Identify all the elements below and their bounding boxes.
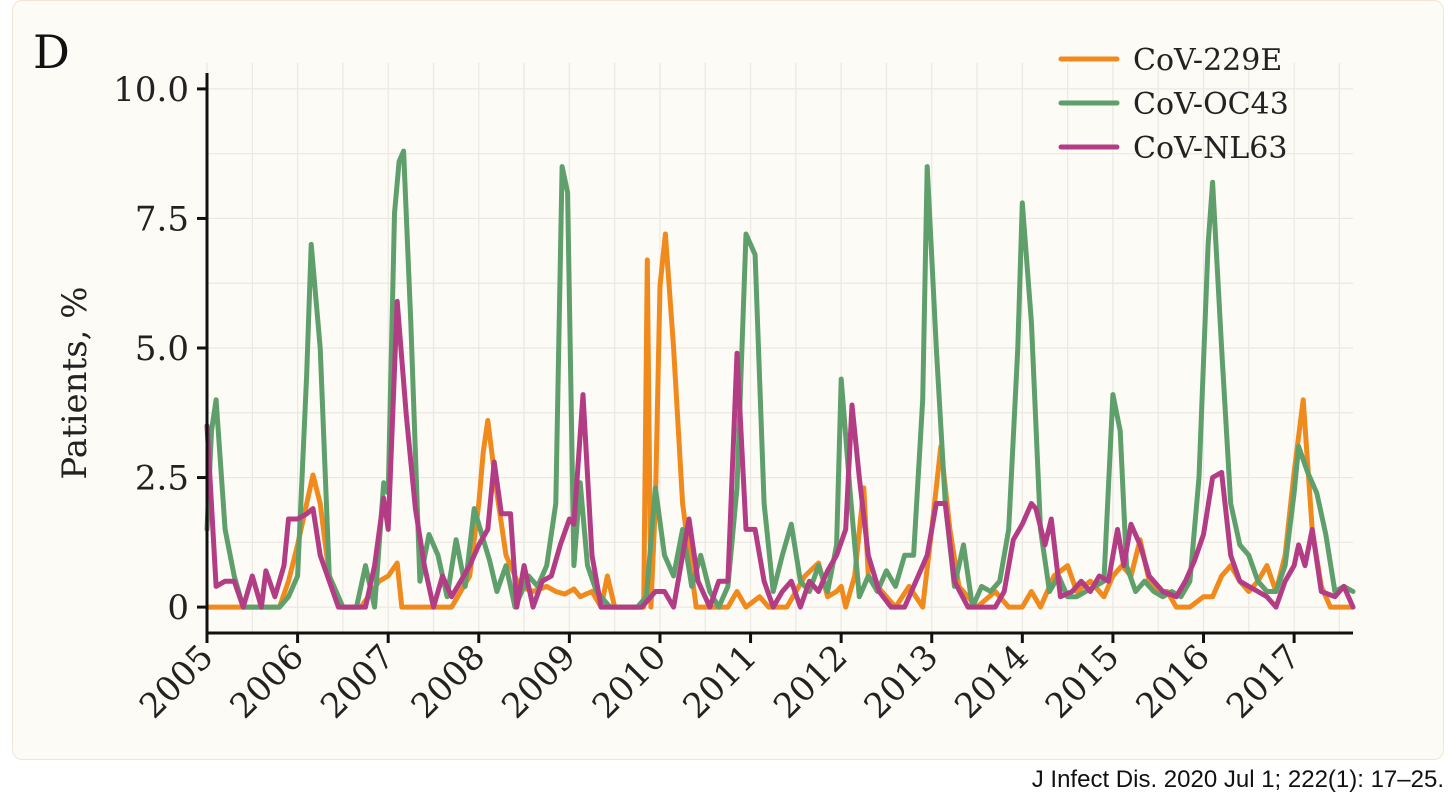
legend: CoV-229E CoV-OC43 CoV-NL63 (1058, 43, 1289, 166)
chart-panel: 0 2.5 5.0 7.5 10.0 2005 2006 2007 2008 2009 2010 20… (12, 0, 1444, 760)
x-tick-label: 2013 (857, 637, 946, 726)
x-tick-label: 2008 (404, 637, 493, 726)
x-tick-label: 2011 (675, 637, 764, 726)
y-axis-label: Patients, % (55, 286, 95, 480)
series-line-cov-nl63 (204, 298, 1356, 610)
x-tick-label: 2015 (1038, 637, 1127, 726)
legend-label: CoV-NL63 (1133, 131, 1287, 166)
x-tick-label: 2009 (494, 637, 583, 726)
x-tick-label: 2012 (766, 637, 855, 726)
y-tick-label: 2.5 (135, 459, 189, 499)
x-tick-label: 2010 (585, 637, 674, 726)
x-tick-label: 2005 (132, 637, 221, 726)
citation: J Infect Dis. 2020 Jul 1; 222(1): 17–25. (1031, 766, 1444, 793)
x-tick-label: 2014 (947, 637, 1036, 726)
legend-label: CoV-229E (1133, 43, 1282, 78)
panel-label: D (33, 25, 70, 79)
x-tick-label: 2006 (222, 637, 311, 726)
x-tick-label: 2017 (1219, 637, 1308, 726)
legend-label: CoV-OC43 (1133, 87, 1289, 122)
y-tick-label: 5.0 (135, 329, 189, 369)
y-tick-label: 7.5 (135, 199, 189, 239)
x-tick-label: 2016 (1128, 637, 1217, 726)
y-tick-label: 10.0 (113, 70, 189, 110)
series-lines (204, 148, 1356, 610)
x-tick-label: 2007 (313, 637, 402, 726)
y-tick-label: 0 (167, 588, 189, 628)
